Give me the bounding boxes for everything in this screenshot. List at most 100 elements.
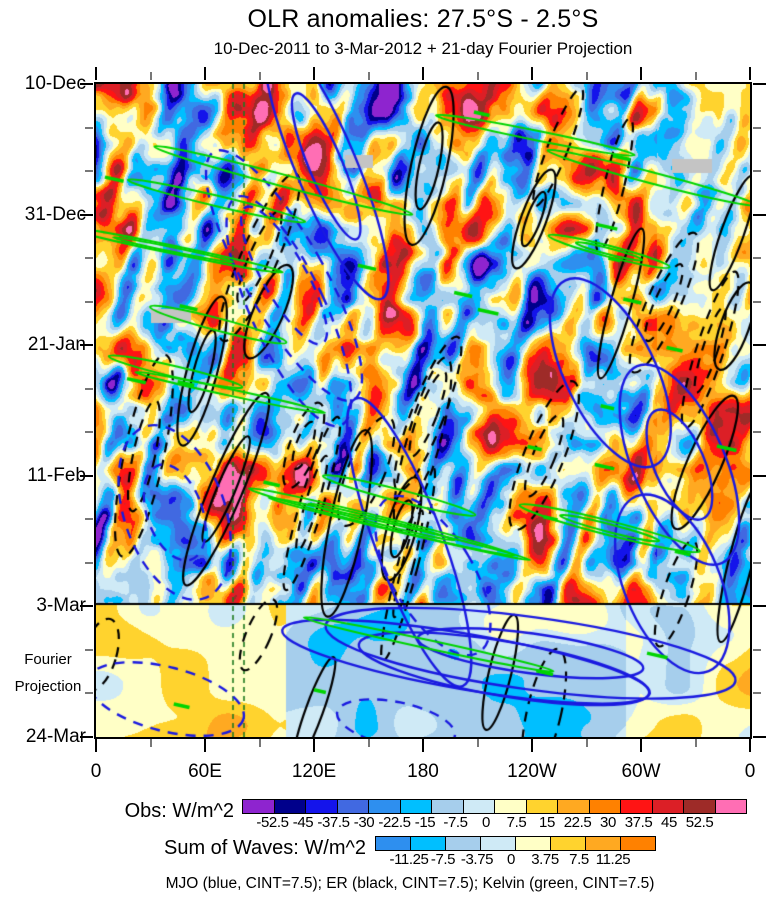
y-minor-tick-right [753,561,761,564]
colorbar-cell [557,799,590,814]
x-tick-label: 180 [407,761,439,782]
y-major-tick-left [80,605,93,608]
colorbar-tick-label: 3.75 [531,851,559,868]
x-major-tick-bottom [422,739,424,752]
x-tick-label: 120W [507,761,557,782]
x-major-tick-top [422,67,424,80]
colorbar-cell [683,799,716,814]
x-major-tick-top [640,67,642,80]
colorbar-tick-label: -3.75 [460,851,494,868]
x-minor-tick-top [367,72,370,80]
colorbar-tick-label: 45 [661,814,677,831]
colorbar-tick-label: 37.5 [624,814,653,831]
x-tick-label: 60W [621,761,661,782]
colorbar-tick-label: -22.5 [378,814,411,831]
y-tick-label: 31-Dec [24,203,86,225]
colorbar-cell [242,799,275,814]
x-minor-tick-top [585,72,588,80]
x-tick-label: 60E [188,761,222,782]
y-major-tick-left [80,213,93,216]
y-minor-tick-right [753,692,761,695]
y-minor-tick-left [85,257,93,260]
y-minor-tick-right [753,300,761,303]
x-minor-tick-bottom [258,739,261,747]
colorbar-cell [515,836,551,851]
x-tick-label: 0 [90,761,102,782]
x-major-tick-top [204,67,206,80]
x-minor-tick-top [694,72,697,80]
colorbar-tick-label: -37.5 [317,814,350,831]
colorbar-cell [431,799,464,814]
colorbar-cell [480,836,516,851]
anomaly-field-canvas [96,84,750,737]
x-major-tick-bottom [313,739,315,752]
x-major-tick-top [313,67,315,80]
y-minor-tick-left [85,561,93,564]
y-major-tick-left [80,474,93,477]
y-major-tick-left [80,83,93,85]
page-subtitle: 10-Dec-2011 to 3-Mar-2012 + 21-day Fouri… [213,39,633,58]
obs-colorbar [242,799,747,814]
colorbar-cell [305,799,338,814]
y-minor-tick-right [753,431,761,434]
x-minor-tick-top [258,72,261,80]
x-minor-tick-top [149,72,152,80]
colorbar-tick-label: -7.5 [443,814,468,831]
y-major-tick-right [753,344,766,347]
y-major-tick-left [80,344,93,347]
y-tick-label: 11-Feb [27,464,86,486]
y-minor-tick-right [753,126,761,129]
x-minor-tick-top [476,72,479,80]
colorbar-cell [445,836,481,851]
colorbar-cell [651,799,684,814]
colorbar-tick-label: 22.5 [563,814,592,831]
y-minor-tick-left [85,518,93,521]
hovmoller-plot-area [94,82,752,739]
colorbar-cell [462,799,495,814]
y-major-tick-right [753,83,766,85]
colorbar-cell [550,836,586,851]
y-major-tick-left [80,736,93,738]
colorbar-tick-label: 15 [539,814,555,831]
colorbar-cell [375,836,411,851]
x-minor-tick-bottom [585,739,588,747]
y-minor-tick-right [753,518,761,521]
contour-legend-caption: MJO (blue, CINT=7.5); ER (black, CINT=7.… [165,875,655,892]
y-minor-tick-right [753,257,761,260]
y-tick-label: 10-Dec [24,73,86,94]
waves-colorbar [375,836,656,851]
x-minor-tick-bottom [367,739,370,747]
colorbar-cell [368,799,401,814]
y-minor-tick-left [85,431,93,434]
x-tick-label: 120E [291,761,337,782]
x-major-tick-top [531,67,533,80]
colorbar-cell [525,799,558,814]
colorbar-cell [494,799,527,814]
fourier-annotation-line1: Fourier [24,651,72,668]
colorbar-tick-label: 0 [482,814,490,831]
x-minor-tick-bottom [149,739,152,747]
colorbar-cell [620,799,653,814]
x-tick-label: 0 [744,761,756,782]
colorbar-cell [714,799,747,814]
x-major-tick-bottom [749,739,751,752]
colorbar-tick-label: 30 [600,814,616,831]
colorbar-cell [588,799,621,814]
colorbar-tick-label: 11.25 [595,851,631,868]
y-major-tick-right [753,474,766,477]
y-major-tick-right [753,736,766,738]
y-tick-label: 21-Jan [27,334,86,356]
waves-colorbar-label: Sum of Waves: W/m^2 [163,837,366,859]
colorbar-cell [399,799,432,814]
obs-colorbar-label: Obs: W/m^2 [124,800,234,822]
colorbar-tick-label: -15 [414,814,436,831]
x-minor-tick-bottom [476,739,479,747]
colorbar-tick-label: -45 [292,814,314,831]
y-minor-tick-right [753,170,761,173]
x-major-tick-bottom [204,739,206,752]
colorbar-tick-label: -30 [353,814,375,831]
y-minor-tick-left [85,387,93,390]
colorbar-tick-label: 7.5 [506,814,527,831]
y-minor-tick-left [85,692,93,695]
